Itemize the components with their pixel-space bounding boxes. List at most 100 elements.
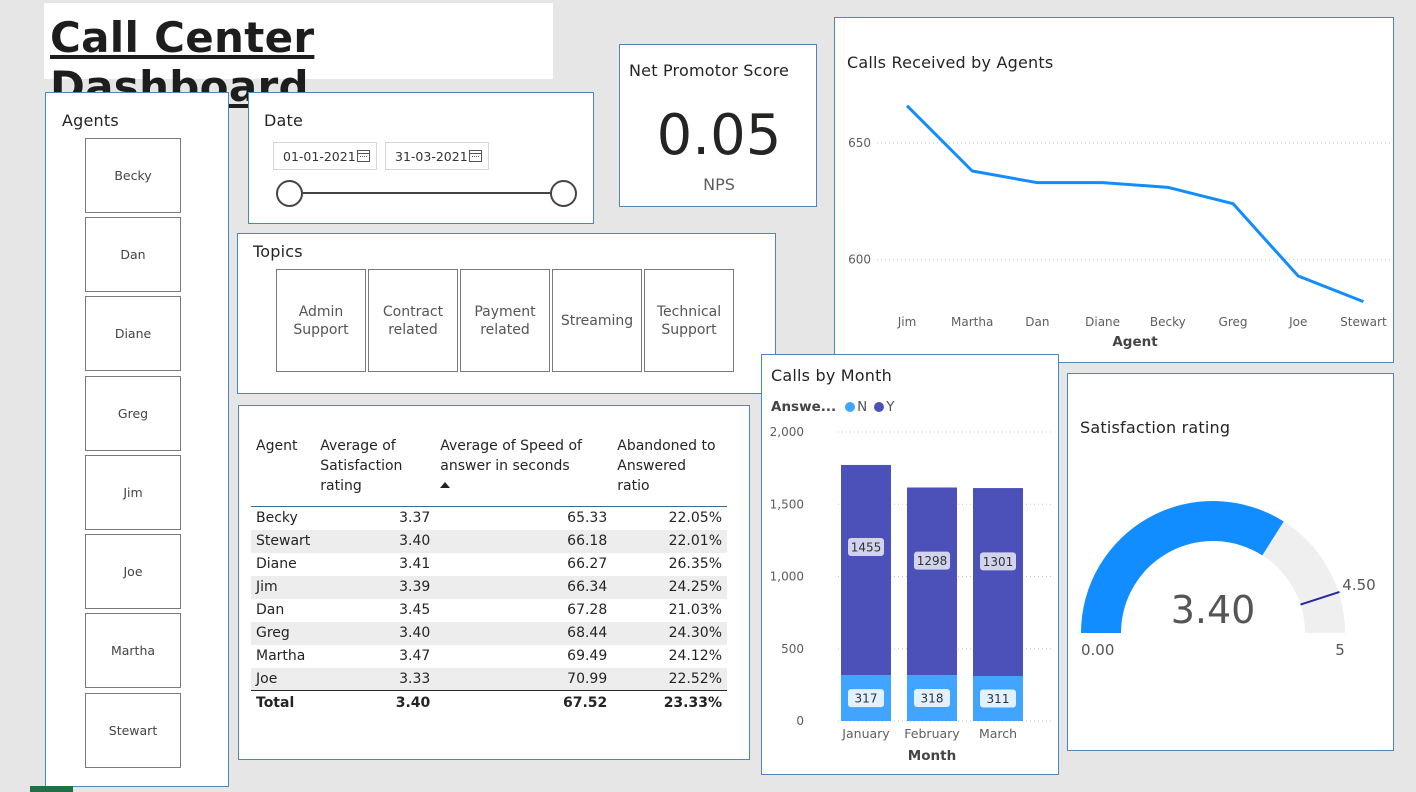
date-slicer: Date 01-01-2021 31-03-2021 xyxy=(248,92,594,224)
legend-label-y[interactable]: Y xyxy=(886,399,895,415)
table-total-row: Total 3.40 67.52 23.33% xyxy=(251,690,727,715)
data-label: 1455 xyxy=(851,540,882,554)
page-title: Call Center Dashboard xyxy=(50,13,315,111)
title-banner: Call Center Dashboard xyxy=(44,3,553,111)
topic-tile-technical-support[interactable]: Technical Support xyxy=(644,269,734,372)
nps-label: NPS xyxy=(703,175,735,194)
topics-slicer-title: Topics xyxy=(253,242,303,261)
topic-tile-contract-related[interactable]: Contract related xyxy=(368,269,458,372)
cell-agent: Diane xyxy=(256,556,297,572)
agent-tile-becky[interactable]: Becky xyxy=(85,138,181,213)
cell-abandoned: 22.01% xyxy=(612,529,727,553)
calls-by-agent-chart: 650 600 Jim Martha Dan Diane Becky Greg Joe Stewa… xyxy=(848,104,1391,350)
topic-tile-streaming[interactable]: Streaming xyxy=(552,269,642,372)
topic-tile-admin-support[interactable]: Admin Support xyxy=(276,269,366,372)
x-tick-label: Dan xyxy=(1025,315,1049,329)
data-label-bg xyxy=(914,689,950,708)
gauge-value: 3.40 xyxy=(1171,588,1256,632)
date-range-end-handle[interactable] xyxy=(550,180,577,207)
cell-abandoned: 21.03% xyxy=(668,602,722,618)
date-range-start-handle[interactable] xyxy=(276,180,303,207)
agent-tile-dan[interactable]: Dan xyxy=(85,217,181,292)
cell-satisfaction: 3.33 xyxy=(315,667,436,691)
cell-agent: Stewart xyxy=(251,529,316,553)
agent-tile-jim[interactable]: Jim xyxy=(85,455,181,530)
agent-tile-joe[interactable]: Joe xyxy=(85,534,181,609)
sort-ascending-icon[interactable] xyxy=(440,482,451,488)
gauge-min-label: 0.00 xyxy=(1081,641,1114,659)
data-label-bg xyxy=(980,552,1016,571)
x-axis-label: Month xyxy=(908,748,956,764)
cell-speed: 69.49 xyxy=(567,648,608,664)
start-date-input[interactable]: 01-01-2021 xyxy=(273,142,377,170)
x-tick-label: Stewart xyxy=(1340,315,1387,329)
table-row[interactable]: Martha 3.47 69.49 24.12% xyxy=(251,645,727,668)
y-tick-label: 500 xyxy=(781,642,804,656)
calendar-icon[interactable] xyxy=(357,150,370,162)
col-header-abandoned[interactable]: Abandoned to Answered ratio xyxy=(612,436,727,507)
cell-satisfaction: 3.39 xyxy=(315,575,436,599)
date-range-track xyxy=(289,192,564,194)
x-axis-label: Agent xyxy=(1112,334,1158,350)
y-tick-label: 1,500 xyxy=(770,497,804,511)
topic-tile-payment-related[interactable]: Payment related xyxy=(460,269,550,372)
x-tick-label: Joe xyxy=(1288,315,1307,329)
bar-segment-y xyxy=(907,487,957,676)
end-date-input[interactable]: 31-03-2021 xyxy=(385,142,489,170)
cell-speed: 66.18 xyxy=(435,529,613,553)
cell-agent: Joe xyxy=(251,667,316,691)
y-tick-label: 1,000 xyxy=(770,570,804,584)
agent-tile-greg[interactable]: Greg xyxy=(85,376,181,451)
y-tick-label: 650 xyxy=(848,136,871,150)
bar-segment-y xyxy=(973,488,1023,677)
nps-value: 0.05 xyxy=(656,103,782,168)
bottom-status-mark xyxy=(30,786,73,792)
table-row[interactable]: Jim 3.39 66.34 24.25% xyxy=(251,575,727,599)
agent-tile-martha[interactable]: Martha xyxy=(85,613,181,688)
data-label: 1298 xyxy=(917,554,948,568)
x-tick-label: Martha xyxy=(951,315,993,329)
table-row[interactable]: Becky 3.37 65.33 22.05% xyxy=(251,507,727,530)
table-row[interactable]: Stewart 3.40 66.18 22.01% xyxy=(251,529,727,553)
x-tick-label: Jim xyxy=(897,315,917,329)
calls-by-agent-chart-card: Calls Received by Agents 650 600 Jim Martha… xyxy=(834,17,1394,363)
legend-title: Answe... xyxy=(771,399,837,415)
y-tick-label: 0 xyxy=(796,714,804,728)
cell-speed: 65.33 xyxy=(567,510,608,527)
table-row[interactable]: Diane 3.41 66.27 26.35% xyxy=(251,553,727,576)
legend-label-n[interactable]: N xyxy=(857,399,868,415)
col-header-speed[interactable]: Average of Speed of answer in seconds xyxy=(435,436,613,507)
calendar-icon[interactable] xyxy=(469,150,482,162)
bar-chart-legend: Answe... N Y xyxy=(771,399,894,415)
cell-satisfaction: 3.45 xyxy=(399,602,431,618)
agents-slicer: Agents Becky Dan Diane Greg Jim Joe Mart… xyxy=(45,92,229,787)
cell-satisfaction: 3.40 xyxy=(315,529,436,553)
col-header-agent[interactable]: Agent xyxy=(251,436,316,507)
data-label-bg xyxy=(980,689,1016,708)
agent-tile-diane[interactable]: Diane xyxy=(85,296,181,371)
x-tick-label: Becky xyxy=(1150,315,1186,329)
x-tick-label: March xyxy=(979,726,1017,741)
agent-tile-stewart[interactable]: Stewart xyxy=(85,693,181,768)
data-label: 317 xyxy=(855,692,878,706)
table-row[interactable]: Joe 3.33 70.99 22.52% xyxy=(251,667,727,691)
cell-speed: 66.27 xyxy=(567,556,608,572)
cell-speed: 67.28 xyxy=(567,602,608,618)
line-chart-title: Calls Received by Agents xyxy=(847,53,1054,72)
legend-dot-y xyxy=(874,402,885,412)
start-date-value: 01-01-2021 xyxy=(283,148,356,164)
table-row[interactable]: Dan 3.45 67.28 21.03% xyxy=(251,599,727,622)
cell-agent: Greg xyxy=(251,621,316,645)
table-row[interactable]: Greg 3.40 68.44 24.30% xyxy=(251,621,727,645)
total-satisfaction: 3.40 xyxy=(315,690,436,715)
cell-abandoned: 22.52% xyxy=(612,667,727,691)
satisfaction-gauge: 3.40 0.00 5 4.50 xyxy=(1081,501,1376,659)
gauge-target-line xyxy=(1300,590,1340,606)
agent-table-card: Agent Average of Satisfaction rating Ave… xyxy=(238,405,750,760)
y-tick-label: 600 xyxy=(848,253,871,267)
cell-agent: Becky xyxy=(256,510,298,527)
calls-by-month-chart-card: Calls by Month Answe... N Y 2,000 1,500 1,… xyxy=(761,354,1059,775)
col-header-satisfaction[interactable]: Average of Satisfaction rating xyxy=(315,436,436,507)
cell-agent: Jim xyxy=(251,575,316,599)
date-slicer-title: Date xyxy=(264,111,304,130)
